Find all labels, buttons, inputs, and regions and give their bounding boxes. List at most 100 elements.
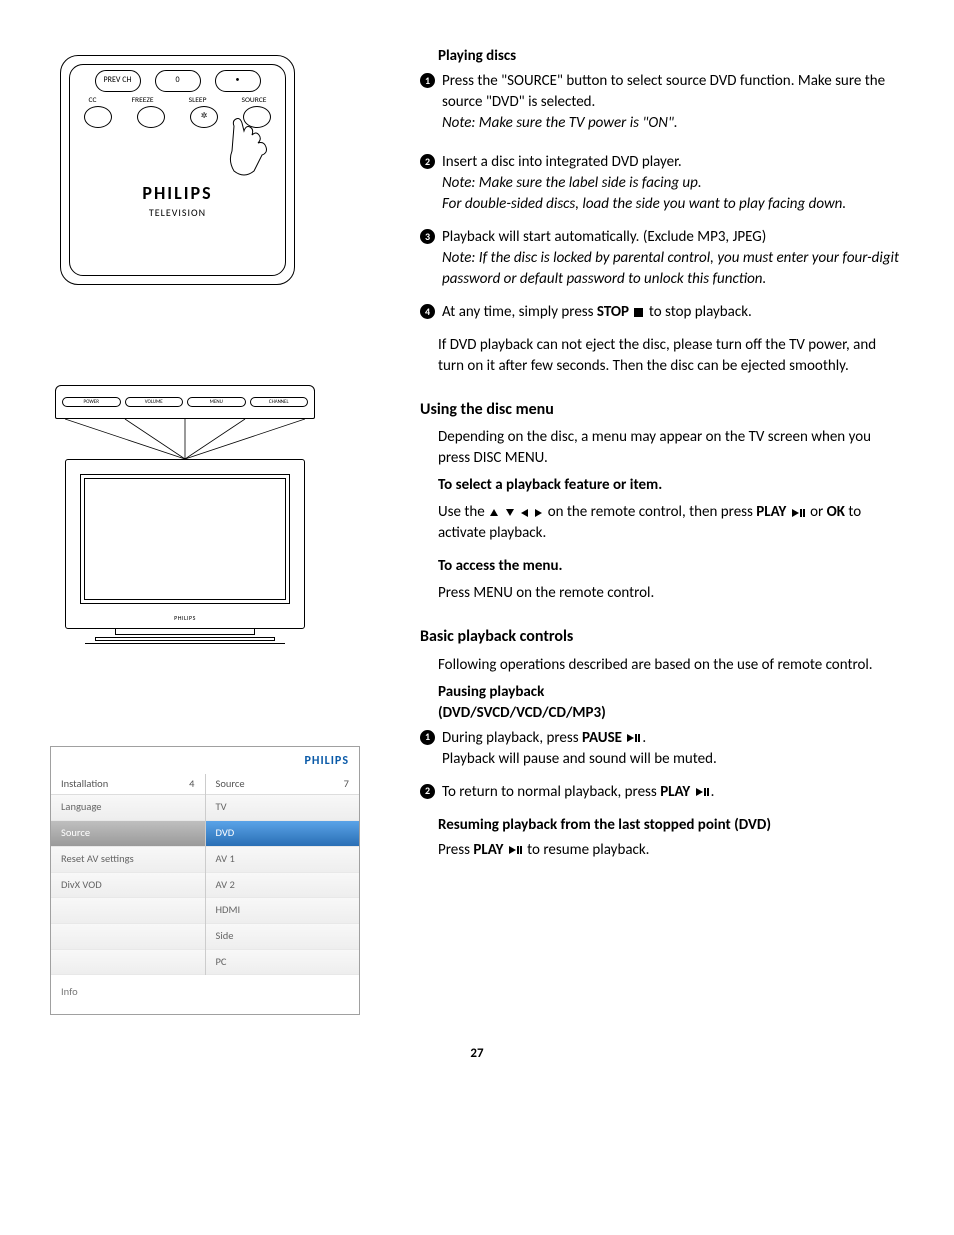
eject-note-text: If DVD playback can not eject the disc, … <box>438 335 904 377</box>
right-column: Playing discs 1 Press the "SOURCE" butto… <box>420 40 904 1015</box>
cc-label: CC <box>89 96 97 107</box>
page-number: 27 <box>50 1045 904 1063</box>
menu-screenshot: PHILIPS Installation 4 Language Source R… <box>50 746 360 1015</box>
step-2-text: Insert a disc into integrated DVD player… <box>442 153 682 171</box>
step-2-note: Note: Make sure the label side is facing… <box>442 174 846 213</box>
menu-left-item-0: Language <box>51 795 205 821</box>
step-4-before: At any time, simply press <box>442 303 597 321</box>
freeze-button <box>137 106 165 128</box>
playpause-icon-3 <box>696 788 709 796</box>
pausing-title: Pausing playback <box>438 682 904 703</box>
menu-left-item-4: . <box>51 898 205 924</box>
play-word-3: PLAY <box>473 841 503 859</box>
arrow-right-icon <box>535 509 542 517</box>
pause-num-1: 1 <box>420 730 435 745</box>
disc-menu-title: Using the disc menu <box>420 399 904 421</box>
tv-rays <box>65 419 305 459</box>
pause-step-2: 2 To return to normal playback, press PL… <box>420 782 904 803</box>
pause-num-2: 2 <box>420 784 435 799</box>
pause-step-1: 1 During playback, press PAUSE . Playbac… <box>420 728 904 770</box>
page-layout: PREV CH 0 • CC FREEZE SLEEP SOURCE ✲ PHI… <box>50 40 904 1015</box>
menu-left-item-6: . <box>51 950 205 976</box>
play-word-1: PLAY <box>756 503 786 521</box>
basic-playback-intro: Following operations described are based… <box>438 655 904 676</box>
step-3-text: Playback will start automatically. (Excl… <box>442 228 766 246</box>
resuming-title: Resuming playback from the last stopped … <box>438 815 904 836</box>
step-4-after: to stop playback. <box>645 303 751 321</box>
tv-body: PHILIPS <box>65 459 305 629</box>
playpause-icon-2 <box>627 734 640 742</box>
playing-discs-steps: 1 Press the "SOURCE" button to select so… <box>420 71 904 323</box>
select-feature-line: Use the on the remote control, then pres… <box>438 502 904 544</box>
resuming-before: Press <box>438 841 473 859</box>
playpause-icon-4 <box>509 846 522 854</box>
menu-right-title-text: Source <box>216 777 245 792</box>
access-menu-text: Press MENU on the remote control. <box>438 583 904 604</box>
or-word: or <box>807 503 827 521</box>
menu-left-item-1: Source <box>51 821 205 847</box>
stop-word: STOP <box>597 303 629 321</box>
tv-base <box>95 637 275 641</box>
stop-icon <box>634 308 643 317</box>
arrow-left-icon <box>521 509 528 517</box>
step-1-note: Note: Make sure the TV power is "ON". <box>442 114 678 132</box>
eject-note: If DVD playback can not eject the disc, … <box>420 335 904 377</box>
pausing-steps: 1 During playback, press PAUSE . Playbac… <box>420 728 904 803</box>
cc-button <box>84 106 112 128</box>
pause-1-line2: Playback will pause and sound will be mu… <box>442 750 717 768</box>
menu-left-item-5: . <box>51 924 205 950</box>
step-num-3: 3 <box>420 229 435 244</box>
menu-right-col: Source 7 TV DVD AV 1 AV 2 HDMI Side PC <box>205 774 360 976</box>
playing-discs-title: Playing discs <box>438 46 904 67</box>
playpause-icon-1 <box>792 509 805 517</box>
tv-base2 <box>85 643 285 646</box>
remote-top-row: PREV CH 0 • <box>61 70 294 92</box>
resuming-after: to resume playback. <box>524 841 650 859</box>
sleep-button: ✲ <box>190 106 218 128</box>
disc-menu-intro: Depending on the disc, a menu may appear… <box>438 427 904 469</box>
step-num-2: 2 <box>420 154 435 169</box>
step-num-4: 4 <box>420 304 435 319</box>
arrow-up-icon <box>490 509 498 516</box>
freeze-label: FREEZE <box>132 96 154 107</box>
menu-right-item-0: TV <box>206 795 360 821</box>
pause-1-before: During playback, press <box>442 729 582 747</box>
menu-info: Info <box>51 975 359 1014</box>
pause-2-after: . <box>711 783 715 801</box>
source-label: SOURCE <box>242 96 267 107</box>
menu-left-title: Installation 4 <box>51 774 205 796</box>
playing-discs-section: Playing discs 1 Press the "SOURCE" butto… <box>420 46 904 377</box>
select-feature-before: Use the <box>438 503 488 521</box>
menu-left-item-3: DivX VOD <box>51 873 205 899</box>
step-2: 2 Insert a disc into integrated DVD play… <box>420 152 904 215</box>
zero-button: 0 <box>155 70 201 92</box>
pause-2-before: To return to normal playback, press <box>442 783 660 801</box>
menu-right-item-1: DVD <box>206 821 360 847</box>
menu-left-title-num: 4 <box>189 777 194 792</box>
pausing-sub: (DVD/SVCD/VCD/CD/MP3) <box>438 703 904 724</box>
menu-right-item-5: Side <box>206 924 360 950</box>
menu-left-col: Installation 4 Language Source Reset AV … <box>51 774 205 976</box>
menu-left-item-2: Reset AV settings <box>51 847 205 873</box>
menu-right-item-6: PC <box>206 950 360 976</box>
menu-right-title: Source 7 <box>206 774 360 796</box>
left-column: PREV CH 0 • CC FREEZE SLEEP SOURCE ✲ PHI… <box>50 40 360 1015</box>
dot-button: • <box>215 70 261 92</box>
select-feature-title: To select a playback feature or item. <box>438 475 904 496</box>
remote-brand: PHILIPS <box>61 181 294 206</box>
tv-top-bar: POWER VOLUME MENU CHANNEL <box>55 385 315 419</box>
menu-right-title-num: 7 <box>344 777 349 792</box>
tv-power-slot: POWER <box>62 397 121 407</box>
resuming-line: Press PLAY to resume playback. <box>438 840 904 861</box>
tv-volume-slot: VOLUME <box>125 397 184 407</box>
tv-menu-slot: MENU <box>187 397 246 407</box>
menu-brand: PHILIPS <box>51 747 359 774</box>
tv-stand <box>115 629 255 635</box>
basic-playback-title: Basic playback controls <box>420 626 904 648</box>
play-word-2: PLAY <box>660 783 690 801</box>
menu-right-item-3: AV 2 <box>206 873 360 899</box>
disc-menu-section: Using the disc menu Depending on the dis… <box>420 399 904 604</box>
step-3: 3 Playback will start automatically. (Ex… <box>420 227 904 290</box>
step-num-1: 1 <box>420 73 435 88</box>
step-1: 1 Press the "SOURCE" button to select so… <box>420 71 904 134</box>
